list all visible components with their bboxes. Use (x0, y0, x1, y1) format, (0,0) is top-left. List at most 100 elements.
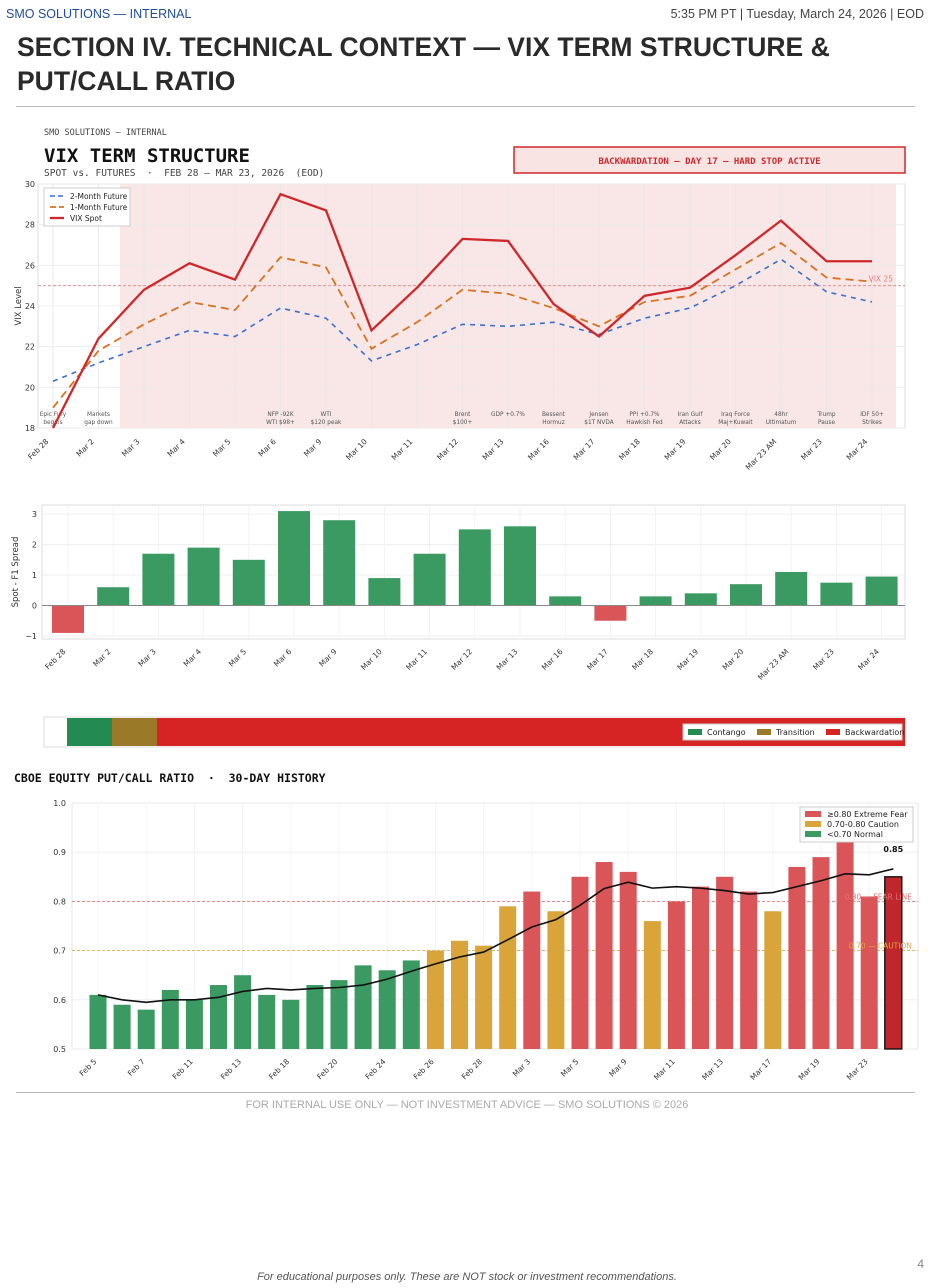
pcr-legend-caution-swatch (805, 821, 821, 827)
vix-event-annotation: gap down (84, 420, 113, 426)
vix-x-tick: Mar 17 (572, 437, 597, 462)
vix-legend-label: VIX Spot (70, 214, 102, 223)
vix-series-spot (51, 192, 872, 429)
pcr-fear-line-label: 0.80 — FEAR LINE (845, 892, 913, 901)
vix-y-axis-label: VIX Level (14, 286, 24, 325)
legend-swatch-backwardation (826, 729, 840, 735)
spread-x-tick: Mar 4 (182, 647, 204, 669)
vix-x-tick: Mar 23 (799, 437, 824, 462)
put-call-ratio-chart: CBOE EQUITY PUT/CALL RATIO · 30-DAY HIST… (14, 771, 919, 1082)
pcr-x-tick: Feb 7 (126, 1057, 147, 1078)
pcr-x-tick: Feb 18 (267, 1057, 291, 1081)
pcr-bar (234, 975, 252, 1049)
vix-x-tick: Mar 9 (302, 437, 324, 459)
spread-x-tick: Mar 11 (404, 647, 429, 672)
vix-event-annotation: Ultimatum (766, 420, 797, 426)
legend-swatch-contango (688, 729, 702, 735)
spread-bar (549, 596, 582, 606)
spread-bar (865, 576, 898, 606)
pcr-x-tick: Mar 9 (607, 1057, 629, 1079)
spread-x-tick: Mar 16 (540, 647, 565, 672)
spread-y-tick: 1 (32, 571, 37, 580)
vix-y-tick: 24 (25, 302, 35, 311)
pcr-title: CBOE EQUITY PUT/CALL RATIO · 30-DAY HIST… (14, 771, 326, 785)
spread-bar (504, 526, 536, 606)
vix-x-tick: Mar 12 (435, 437, 460, 462)
pcr-bar (113, 1004, 131, 1049)
vix-x-tick: Mar 3 (120, 437, 142, 459)
legend-label-transition: Transition (775, 728, 815, 737)
pcr-legend-caution-label: 0.70-0.80 Caution (827, 820, 899, 829)
pcr-latest-value-label: 0.85 (883, 845, 903, 854)
spread-x-tick: Mar 13 (495, 647, 520, 672)
pcr-bar (306, 985, 324, 1049)
pcr-bar (595, 862, 613, 1049)
pcr-bar (330, 980, 348, 1049)
vix-event-annotation: PPI +0.7% (629, 412, 660, 418)
spread-x-tick: Mar 6 (272, 647, 294, 669)
vix-legend-label: 1-Month Future (70, 203, 128, 212)
spread-bar (730, 584, 762, 606)
pcr-bar (523, 891, 541, 1049)
vix-x-tick: Mar 11 (390, 437, 415, 462)
vix-event-annotation: Attacks (679, 420, 701, 426)
vix-x-tick: Mar 20 (708, 437, 733, 462)
spread-bar (594, 605, 627, 621)
vix-event-annotation: $100+ (453, 420, 473, 426)
pcr-x-tick: Mar 17 (748, 1057, 773, 1082)
vix-x-tick: Mar 23 AM (744, 437, 779, 472)
vix-event-annotation: Hormuz (542, 420, 565, 426)
spread-x-tick: Mar 19 (675, 647, 700, 672)
pcr-legend-extreme-swatch (805, 811, 821, 817)
spread-bar (458, 529, 491, 606)
pcr-x-tick: Feb 5 (78, 1057, 99, 1078)
pcr-y-tick: 0.9 (53, 848, 66, 857)
vix-event-annotation: Iran Gulf (678, 412, 704, 418)
disclaimer: For educational purposes only. These are… (257, 1271, 677, 1283)
pcr-bar (643, 921, 661, 1049)
vix-event-annotation: Bessent (542, 412, 566, 418)
pcr-x-tick: Mar 13 (700, 1057, 725, 1082)
pcr-legend-extreme-label: ≥0.80 Extreme Fear (827, 810, 908, 819)
spread-x-tick: Mar 3 (136, 647, 158, 669)
vix-term-structure-chart: SMO SOLUTIONS — INTERNAL VIX TERM STRUCT… (14, 128, 906, 472)
vix-x-tick: Mar 5 (211, 437, 233, 459)
footer-divider (16, 1092, 915, 1093)
top-bar: SMO SOLUTIONS — INTERNAL 5:35 PM PT | Tu… (0, 0, 934, 28)
pcr-y-tick: 0.8 (53, 897, 66, 906)
vix-event-annotation: Hawkish Fed (626, 420, 663, 426)
vix-y-tick: 26 (25, 261, 35, 270)
pcr-y-tick: 0.5 (53, 1045, 66, 1054)
pcr-bar (282, 999, 300, 1049)
vix-legend-label: 2-Month Future (70, 192, 128, 201)
vix-event-annotation: GDP +0.7% (491, 412, 525, 418)
vix-y-tick: 28 (25, 221, 35, 230)
regime-segment-contango (67, 718, 112, 746)
vix-y-tick: 20 (25, 383, 35, 392)
spread-x-tick: Mar 20 (721, 647, 746, 672)
spread-bar (413, 553, 446, 606)
pcr-bar (788, 866, 806, 1049)
vix-x-tick: Mar 2 (74, 437, 96, 459)
vix-event-annotation: Jensen (588, 412, 609, 418)
spread-x-tick: Mar 10 (359, 647, 384, 672)
vix-title: VIX TERM STRUCTURE (44, 145, 250, 167)
spread-y-axis-label: Spot - F1 Spread (11, 537, 21, 608)
pcr-bar (812, 857, 830, 1049)
pcr-bar (692, 886, 709, 1049)
vix-event-annotation: Trump (816, 412, 835, 418)
vix-event-annotation: begins (43, 420, 62, 426)
pcr-bar (475, 945, 493, 1049)
pcr-bar (451, 940, 468, 1049)
regime-legend-box (682, 723, 903, 741)
pcr-x-tick: Mar 19 (797, 1057, 822, 1082)
backwardation-alert-box (513, 146, 906, 174)
vix-x-tick: Mar 4 (165, 437, 187, 459)
vix-x-tick: Mar 10 (344, 437, 369, 462)
vix-event-annotation: NFP -92K (267, 412, 293, 418)
vix-x-tick: Mar 13 (481, 437, 506, 462)
vix-kicker: SMO SOLUTIONS — INTERNAL (44, 128, 167, 138)
pcr-bar (210, 985, 227, 1049)
spread-bar (323, 520, 356, 606)
pcr-bar (667, 901, 685, 1049)
